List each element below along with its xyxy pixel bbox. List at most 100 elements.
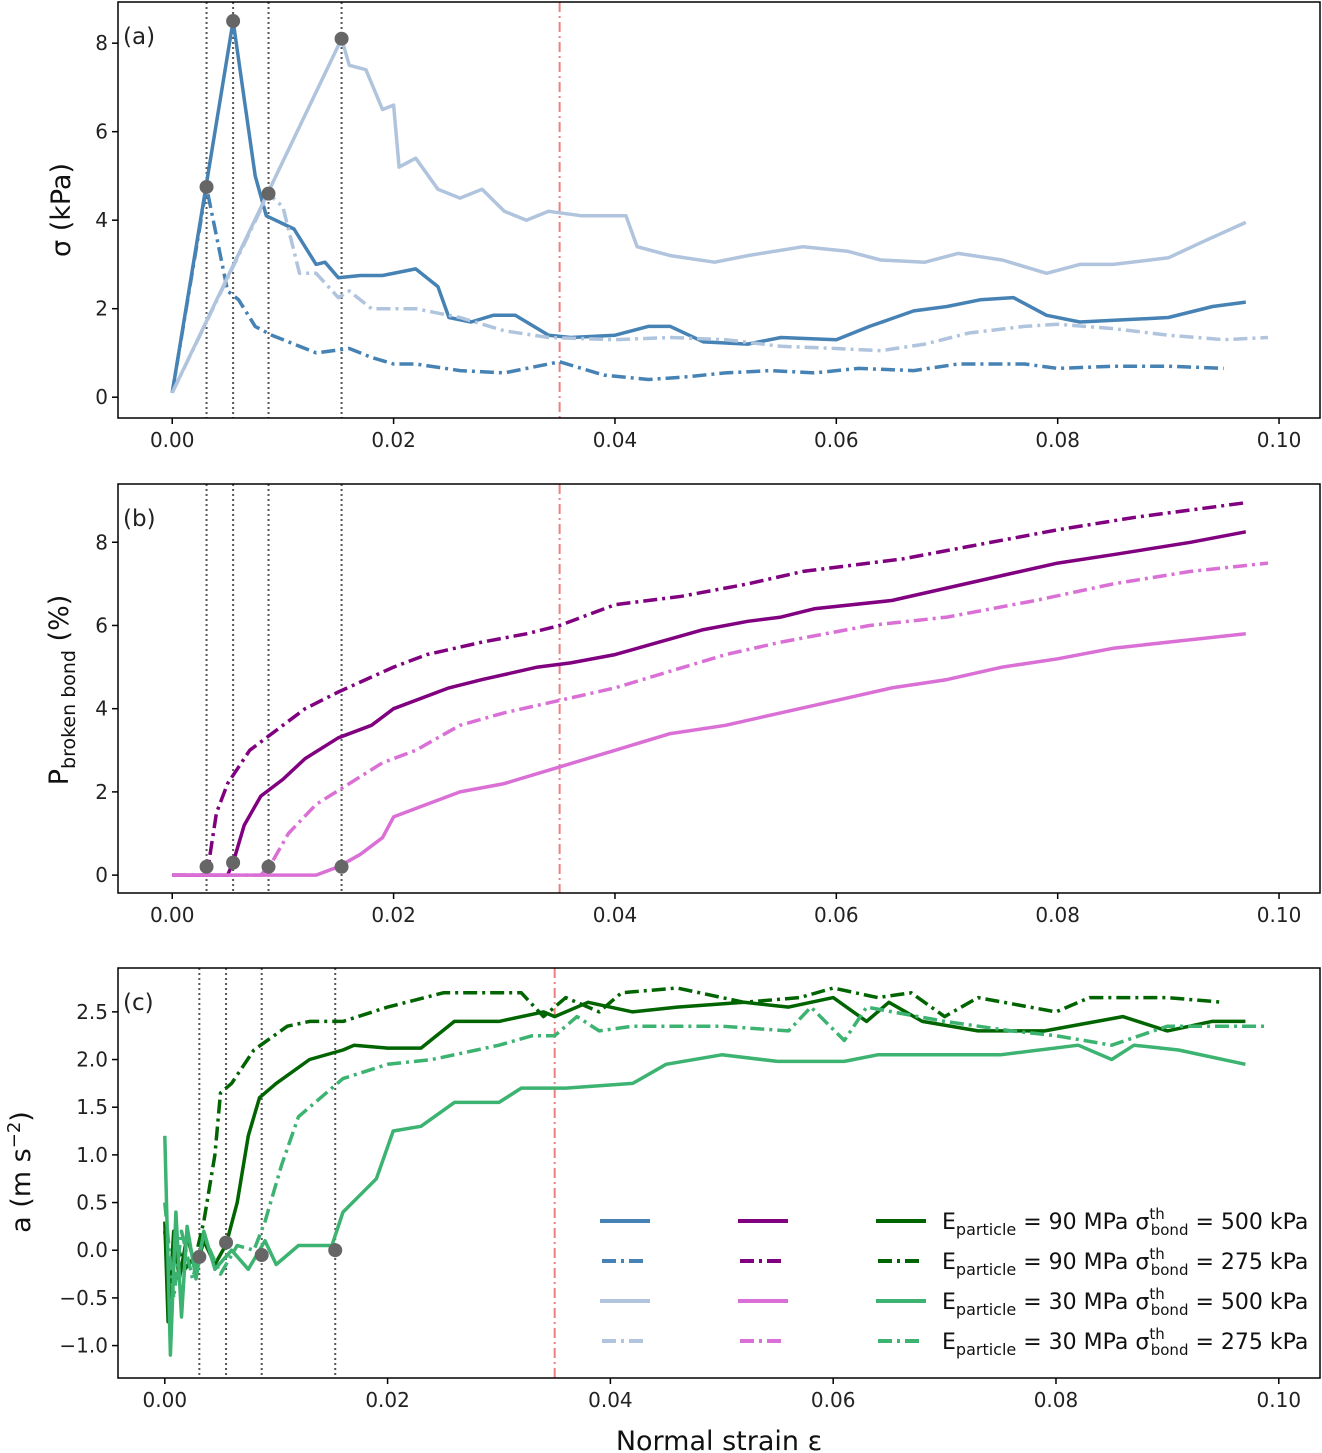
event-marker	[192, 1249, 207, 1264]
legend-e-value: = 30 MPa	[1016, 1330, 1128, 1355]
plot-area	[170, 2, 1269, 418]
legend-e-value: = 90 MPa	[1016, 1210, 1128, 1235]
y-tick-label: 0.0	[76, 1238, 108, 1262]
legend-background	[585, 1197, 1313, 1367]
series-line-90-500-solid	[170, 19, 1247, 394]
y-tick-label: 0	[95, 385, 108, 409]
x-tick-label: 0.00	[150, 428, 195, 452]
panel-label: (a)	[123, 24, 155, 50]
x-tick-label: 0.08	[1035, 428, 1080, 452]
legend-e-symbol: E	[942, 1210, 956, 1235]
y-tick-label: 0.5	[76, 1191, 108, 1215]
ylabel-a: σ (kPa)	[46, 163, 77, 257]
event-marker	[334, 859, 349, 874]
legend-e-sub: particle	[956, 1220, 1016, 1239]
x-tick-label: 0.08	[1035, 903, 1080, 927]
legend-label: Eparticle = 30 MPa σth bond = 500 kPa	[942, 1285, 1308, 1319]
axes-frame	[117, 967, 1321, 1379]
event-marker	[261, 186, 276, 201]
y-tick-label: −0.5	[59, 1286, 108, 1310]
y-tick-label: 2	[95, 780, 108, 804]
x-tick-label: 0.10	[1257, 1388, 1302, 1412]
x-tick-label: 0.08	[1034, 1388, 1079, 1412]
x-tick-label: 0.00	[143, 1388, 188, 1412]
xlabel: Normal strain ε	[616, 1426, 822, 1453]
panel-c: 0.00 0.02 0.04 0.06 0.08 0.10 −1.0 −0.5 0.0 0.5 1.…	[59, 967, 1321, 1412]
panel-label: (c)	[123, 990, 154, 1016]
series-line-90-275-dashdot	[172, 500, 1247, 877]
legend-label: Eparticle = 30 MPa σth bond = 275 kPa	[942, 1325, 1308, 1359]
legend-e-symbol: E	[942, 1250, 956, 1275]
legend-label: Eparticle = 90 MPa σth bond = 275 kPa	[942, 1245, 1308, 1279]
legend-s-sub: bond	[1151, 1221, 1189, 1239]
legend-e-value: = 30 MPa	[1016, 1290, 1128, 1315]
axes-frame	[117, 1, 1321, 419]
series-line-30-275-dashdot	[163, 1005, 1268, 1300]
x-tick-label: 0.02	[365, 1388, 410, 1412]
legend-e-sub: particle	[956, 1340, 1016, 1359]
ylabel-b: Pbroken bond (%)	[44, 595, 80, 786]
x-tick-label: 0.00	[150, 903, 195, 927]
x-tick-label: 0.04	[588, 1388, 633, 1412]
legend-s-symbol: σ	[1128, 1210, 1149, 1235]
event-marker	[199, 179, 214, 194]
x-tick-label: 0.04	[593, 428, 638, 452]
legend-s-symbol: σ	[1128, 1250, 1149, 1275]
y-tick-label: 8	[95, 530, 108, 554]
legend-s-symbol: σ	[1128, 1290, 1149, 1315]
y-tick-label: 4	[95, 697, 108, 721]
series-line-90-500-solid	[172, 530, 1247, 877]
series-line-30-500-solid	[172, 632, 1246, 877]
event-marker	[199, 859, 214, 874]
event-marker	[328, 1243, 343, 1258]
series-line-30-500-solid	[170, 36, 1247, 394]
event-marker	[226, 855, 241, 870]
y-tick-label: −1.0	[59, 1334, 108, 1358]
legend-label: Eparticle = 90 MPa σth bond = 500 kPa	[942, 1205, 1308, 1239]
legend-e-symbol: E	[942, 1290, 956, 1315]
event-marker	[261, 859, 276, 874]
legend-e-symbol: E	[942, 1330, 956, 1355]
legend-s-sup: th	[1149, 1285, 1164, 1303]
legend-s-sub: bond	[1151, 1261, 1189, 1279]
x-tick-label: 0.10	[1257, 903, 1302, 927]
y-tick-label: 1.0	[76, 1143, 108, 1167]
y-tick-label: 6	[95, 120, 108, 144]
event-marker	[334, 31, 349, 46]
panel-b: 0.00 0.02 0.04 0.06 0.08 0.10 0 2 4 6 8 (b)	[95, 483, 1321, 927]
legend-s-value: = 500 kPa	[1188, 1210, 1308, 1235]
event-marker	[226, 14, 241, 29]
legend-e-sub: particle	[956, 1260, 1016, 1279]
legend-s-value: = 500 kPa	[1188, 1290, 1308, 1315]
legend: Eparticle = 90 MPa σth bond = 500 kPaEpar…	[585, 1197, 1313, 1367]
y-tick-label: 0	[95, 863, 108, 887]
panel-a: 0.00 0.02 0.04 0.06 0.08 0.10 0 2 4 6 8 (a)	[95, 1, 1321, 452]
event-marker	[219, 1235, 234, 1250]
legend-s-sup: th	[1149, 1325, 1164, 1343]
x-tick-label: 0.06	[811, 1388, 856, 1412]
legend-s-symbol: σ	[1128, 1330, 1149, 1355]
legend-e-value: = 90 MPa	[1016, 1250, 1128, 1275]
series-line-90-275-dashdot	[170, 185, 1224, 394]
series-line-30-275-dashdot	[170, 191, 1269, 394]
y-tick-label: 6	[95, 613, 108, 637]
panel-label: (b)	[123, 506, 156, 532]
plot-area	[163, 968, 1268, 1378]
plot-area	[172, 484, 1269, 893]
legend-s-value: = 275 kPa	[1188, 1330, 1308, 1355]
y-tick-label: 8	[95, 31, 108, 55]
y-tick-label: 1.5	[76, 1095, 108, 1119]
y-tick-label: 2.5	[76, 1000, 108, 1024]
legend-e-sub: particle	[956, 1300, 1016, 1319]
event-marker	[254, 1248, 269, 1262]
x-tick-label: 0.06	[814, 428, 859, 452]
x-tick-label: 0.02	[371, 903, 416, 927]
legend-s-sup: th	[1149, 1205, 1164, 1223]
legend-s-sub: bond	[1151, 1301, 1189, 1319]
axes-frame	[117, 483, 1321, 894]
legend-s-sub: bond	[1151, 1341, 1189, 1359]
ylabel-c: a (m s−2)	[4, 1111, 37, 1233]
legend-s-sup: th	[1149, 1245, 1164, 1263]
series-line-90-275-dashdot	[163, 986, 1224, 1291]
